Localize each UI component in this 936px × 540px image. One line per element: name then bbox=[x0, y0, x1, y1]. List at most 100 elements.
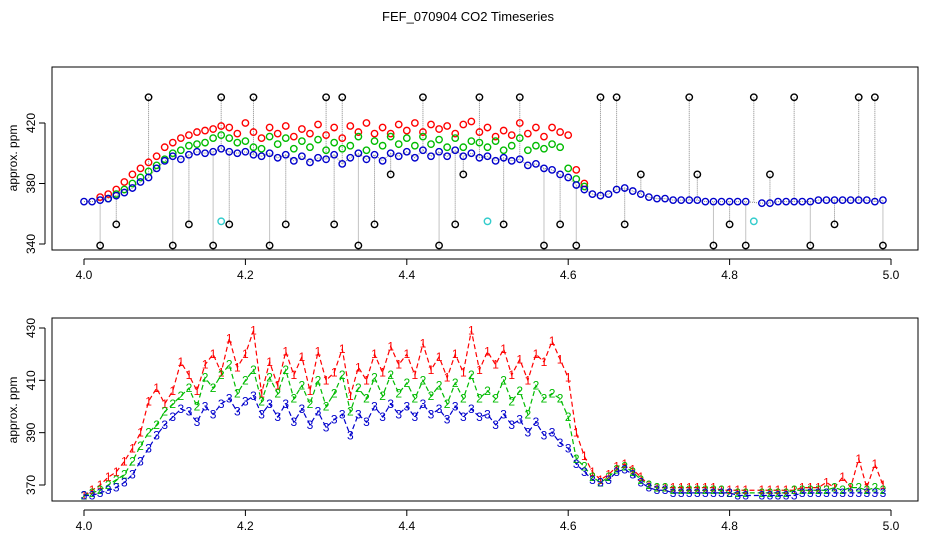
top-black-point bbox=[322, 93, 330, 102]
bottom-green-point-label: 2 bbox=[621, 460, 628, 474]
bottom-red-point-label: 1 bbox=[282, 345, 289, 359]
bottom-red-point-label: 1 bbox=[371, 347, 378, 361]
top-red-point bbox=[306, 129, 314, 138]
bottom-red-point-label: 1 bbox=[210, 347, 217, 361]
top-black-point bbox=[281, 220, 290, 229]
bottom-red-point-label: 1 bbox=[734, 483, 741, 497]
top-blue-point bbox=[257, 152, 266, 161]
top-black-point bbox=[790, 93, 799, 102]
bottom-green-point-label: 2 bbox=[654, 481, 661, 495]
top-green-point bbox=[306, 143, 314, 152]
top-blue-point bbox=[467, 149, 476, 158]
top-blue-point bbox=[523, 161, 532, 170]
top-red-point bbox=[419, 128, 427, 136]
bottom-blue-point-label: 3 bbox=[629, 468, 636, 482]
top-blue-point bbox=[830, 196, 839, 205]
bottom-red-point-label: 1 bbox=[395, 358, 402, 372]
top-black-point bbox=[499, 220, 508, 229]
top-green-point bbox=[297, 137, 306, 146]
top-blue-point bbox=[806, 197, 815, 206]
top-red-point bbox=[168, 138, 177, 147]
top-black-point bbox=[96, 241, 105, 250]
top-y-tick-label: 380 bbox=[24, 173, 38, 193]
top-black-point bbox=[709, 241, 718, 250]
top-blue-point bbox=[879, 196, 887, 205]
bottom-red-point-label: 1 bbox=[863, 481, 870, 495]
top-black-point bbox=[459, 170, 468, 179]
top-black-point bbox=[419, 93, 427, 102]
bottom-blue-point-label: 3 bbox=[428, 407, 435, 421]
bottom-blue-point-label: 3 bbox=[533, 415, 540, 429]
top-green-point bbox=[564, 164, 573, 173]
bottom-red-point-label: 1 bbox=[613, 460, 620, 474]
top-blue-point bbox=[297, 152, 306, 161]
bottom-blue-point-label: 3 bbox=[654, 483, 661, 497]
bottom-red-point-label: 1 bbox=[323, 373, 330, 387]
bottom-red-point-label: 1 bbox=[855, 452, 862, 466]
bottom-red-point-label: 1 bbox=[161, 397, 168, 411]
top-red-point bbox=[427, 120, 435, 129]
bottom-red-point-label: 1 bbox=[468, 324, 475, 338]
top-black-point bbox=[225, 220, 234, 229]
top-green-point bbox=[289, 144, 298, 153]
bottom-blue-point-label: 3 bbox=[339, 407, 346, 421]
top-black-point bbox=[144, 93, 153, 102]
top-blue-point bbox=[136, 178, 145, 186]
top-green-point bbox=[176, 146, 185, 155]
bottom-green-point-label: 2 bbox=[387, 368, 394, 382]
bottom-green-point-label: 2 bbox=[113, 473, 120, 487]
bottom-red-point-label: 1 bbox=[621, 457, 628, 471]
top-blue-point bbox=[128, 184, 137, 192]
bottom-blue-point-label: 3 bbox=[363, 415, 370, 429]
top-red-point bbox=[176, 134, 185, 143]
bottom-green-point-label: 2 bbox=[557, 392, 564, 406]
top-red-point bbox=[564, 131, 573, 140]
bottom-blue-point-label: 3 bbox=[412, 410, 419, 424]
bottom-blue-point-label: 3 bbox=[621, 462, 628, 476]
bottom-blue-point-label: 3 bbox=[242, 394, 249, 408]
bottom-blue-point-label: 3 bbox=[799, 486, 806, 500]
bottom-green-point-label: 2 bbox=[379, 389, 386, 403]
top-red-point bbox=[499, 126, 508, 135]
bottom-blue-point-label: 3 bbox=[742, 488, 749, 502]
top-blue-point bbox=[507, 156, 516, 165]
bottom-green-line bbox=[83, 363, 884, 497]
top-green-point bbox=[540, 144, 548, 153]
bottom-blue-point-label: 3 bbox=[403, 400, 410, 414]
bottom-green-point-label: 2 bbox=[234, 386, 241, 400]
top-black-point bbox=[330, 220, 339, 229]
bottom-red-point-label: 1 bbox=[89, 483, 96, 497]
bottom-red-point-label: 1 bbox=[557, 352, 564, 366]
bottom-blue-point-label: 3 bbox=[484, 407, 491, 421]
bottom-red-point-label: 1 bbox=[226, 331, 233, 345]
top-blue-point bbox=[604, 190, 613, 198]
top-black-point bbox=[354, 241, 363, 250]
bottom-blue-point-label: 3 bbox=[839, 486, 846, 500]
top-blue-point bbox=[265, 149, 274, 158]
top-blue-point bbox=[822, 196, 831, 205]
top-blue-point bbox=[419, 146, 427, 155]
bottom-green-point-label: 2 bbox=[847, 481, 854, 495]
bottom-blue-point-label: 3 bbox=[686, 486, 693, 500]
bottom-blue-point-label: 3 bbox=[129, 468, 136, 482]
bottom-green-point-label: 2 bbox=[807, 483, 814, 497]
top-red-point bbox=[402, 126, 411, 135]
bottom-red-point-label: 1 bbox=[492, 358, 499, 372]
bottom-red-point-label: 1 bbox=[484, 345, 491, 359]
top-blue-point bbox=[88, 197, 96, 206]
top-blue-point bbox=[410, 153, 419, 162]
bottom-green-point-label: 2 bbox=[274, 386, 281, 400]
top-green-point bbox=[241, 137, 250, 146]
bottom-green-point-label: 2 bbox=[242, 373, 249, 387]
bottom-red-point-label: 1 bbox=[880, 478, 887, 492]
bottom-red-point-label: 1 bbox=[315, 345, 322, 359]
bottom-red-point-label: 1 bbox=[573, 426, 580, 440]
top-blue-point bbox=[741, 197, 750, 206]
bottom-red-point-label: 1 bbox=[218, 365, 225, 379]
top-red-point bbox=[523, 129, 532, 138]
top-blue-point bbox=[386, 149, 395, 158]
bottom-green-point-label: 2 bbox=[444, 397, 451, 411]
top-black-point bbox=[556, 220, 565, 229]
bottom-red-point-label: 1 bbox=[839, 470, 846, 484]
top-red-point bbox=[322, 131, 330, 140]
